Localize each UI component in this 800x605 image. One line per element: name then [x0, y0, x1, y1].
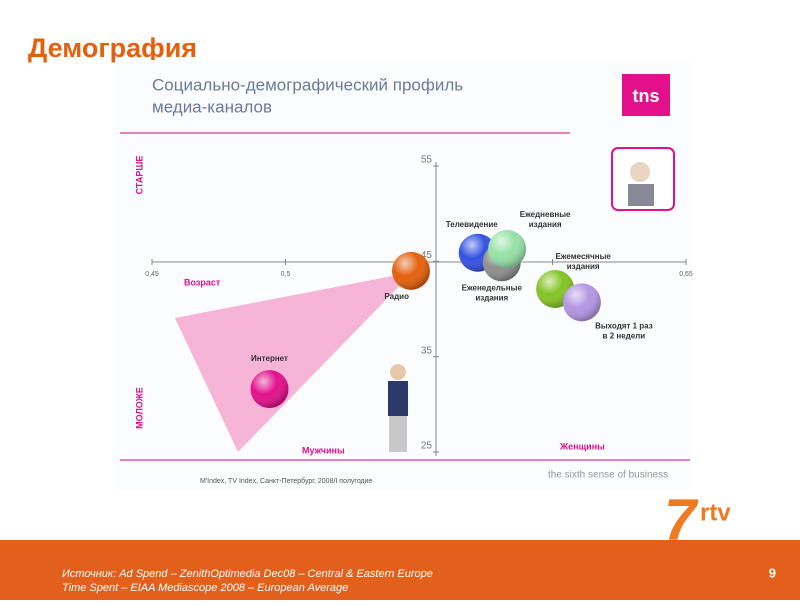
age-icon-body: [628, 184, 654, 206]
source-line: Источник: Ad Spend – ZenithOptimedia Dec…: [62, 568, 433, 580]
tagline: the sixth sense of business: [548, 470, 668, 481]
y-tick-label: 55: [421, 155, 433, 166]
bubble-shine: [488, 229, 527, 268]
brand: tns: [633, 86, 660, 106]
x-tick-label: 0,45: [145, 271, 159, 278]
slide-title: Демография: [28, 33, 197, 63]
point-label: Выходят 1 раз в 2 недели: [595, 321, 653, 340]
chart-title: Социально-демографический профиль: [152, 75, 463, 94]
annotation: Мужчины: [302, 445, 345, 455]
x-tick-label: 0,5: [281, 271, 291, 278]
point-label: Ежемесячные издания: [555, 252, 611, 271]
annotation: МОЛОЖЕ: [134, 387, 144, 429]
footer: [0, 540, 800, 600]
y-tick-label: 35: [421, 345, 433, 356]
chart-title: медиа-каналов: [152, 97, 272, 116]
age-icon-head: [630, 162, 650, 182]
x-tick-label: 0,65: [679, 271, 693, 278]
annotation: СТАРШЕ: [134, 156, 144, 195]
annotation: Женщины: [559, 441, 605, 451]
plot: 0,450,50,550,60,6525354555СТАРШЕМОЛОЖЕВо…: [134, 155, 693, 456]
source-line: Time Spent – EIAA Mediascope 2008 – Euro…: [62, 582, 348, 594]
page-number: 9: [769, 565, 776, 580]
point-label: Интернет: [251, 354, 288, 363]
logo-text: rtv: [700, 499, 731, 526]
annotation: Возраст: [184, 277, 221, 287]
point-label: Телевидение: [446, 220, 498, 229]
person-head: [390, 364, 406, 380]
bubble-shine: [250, 370, 289, 409]
internet-area: [175, 272, 413, 452]
bubble-shine: [391, 251, 430, 290]
person-legs: [389, 416, 407, 452]
point-label: Еженедельные издания: [462, 283, 523, 302]
brand-box: [622, 74, 670, 116]
chart-note: M'Index, TV Index, Санкт-Петербург, 2008…: [200, 477, 373, 485]
point-label: Ежедневные издания: [520, 210, 571, 229]
y-tick-label: 25: [421, 441, 433, 452]
point-label: Радио: [384, 292, 409, 301]
y-tick-label: 45: [421, 250, 433, 261]
logo-digit: 7: [664, 487, 699, 552]
bubble-shine: [562, 283, 601, 322]
person-body: [388, 381, 408, 416]
